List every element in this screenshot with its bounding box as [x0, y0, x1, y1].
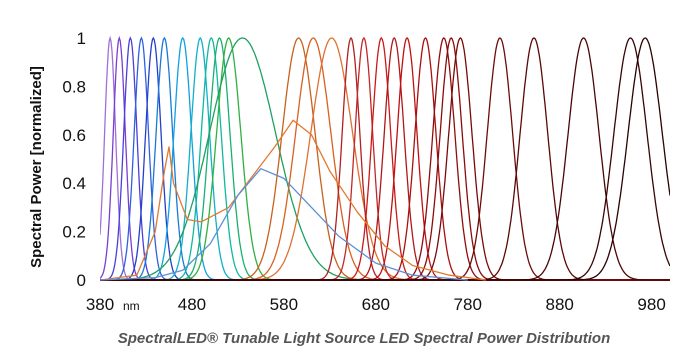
series-line-13: [100, 37, 670, 281]
x-tick-label: 880: [545, 295, 573, 314]
series-line-21: [100, 37, 670, 281]
series-line-24: [100, 37, 670, 281]
y-tick-label: 0.4: [62, 174, 86, 193]
series-line-12: [100, 37, 670, 281]
x-unit-label: nm: [123, 299, 140, 313]
y-tick-label: 0.2: [62, 223, 86, 242]
x-tick-label: 580: [270, 295, 298, 314]
series-line-11: [100, 37, 670, 281]
y-tick-label: 0.6: [62, 126, 86, 145]
series-line-3: [100, 36, 670, 281]
chart-caption: SpectralLED® Tunable Light Source LED Sp…: [118, 330, 611, 347]
y-tick-label: 1: [77, 29, 86, 48]
series-group: [100, 35, 670, 281]
x-tick-label: 380: [86, 295, 114, 314]
x-tick-label: 780: [454, 295, 482, 314]
y-tick-label: 0.8: [62, 77, 86, 96]
series-line-14: [100, 37, 670, 281]
series-line-9: [100, 37, 670, 281]
series-line-0: [100, 35, 670, 281]
series-line-20: [100, 37, 670, 281]
series-line-4: [100, 36, 670, 281]
mixed-series-line-1: [100, 168, 468, 281]
series-line-16: [100, 36, 670, 281]
y-axis-label: Spectral Power [normalized]: [28, 66, 45, 268]
series-line-26: [100, 37, 670, 281]
series-line-2: [100, 36, 670, 281]
series-line-1: [100, 35, 670, 281]
series-line-22: [100, 37, 670, 281]
series-line-23: [100, 37, 670, 281]
series-line-6: [100, 36, 670, 281]
x-tick-label: 980: [637, 295, 665, 314]
series-line-27: [100, 37, 670, 281]
series-line-19: [100, 37, 670, 281]
y-tick-labels: 0 0.2 0.4 0.6 0.8 1: [62, 29, 86, 290]
series-line-28: [100, 37, 670, 281]
y-tick-label: 0: [77, 271, 86, 290]
mixed-series-line-0: [100, 119, 487, 281]
x-tick-label: 680: [362, 295, 390, 314]
x-tick-labels: 380 480 580 680 780 880 980: [86, 295, 666, 314]
series-line-25: [100, 37, 670, 281]
series-line-8: [100, 37, 670, 281]
series-line-15: [100, 36, 670, 281]
series-line-18: [100, 37, 670, 281]
series-line-17: [100, 36, 670, 281]
series-line-7: [100, 36, 670, 281]
series-line-10: [100, 37, 670, 281]
series-line-5: [100, 36, 670, 281]
x-tick-label: 480: [178, 295, 206, 314]
